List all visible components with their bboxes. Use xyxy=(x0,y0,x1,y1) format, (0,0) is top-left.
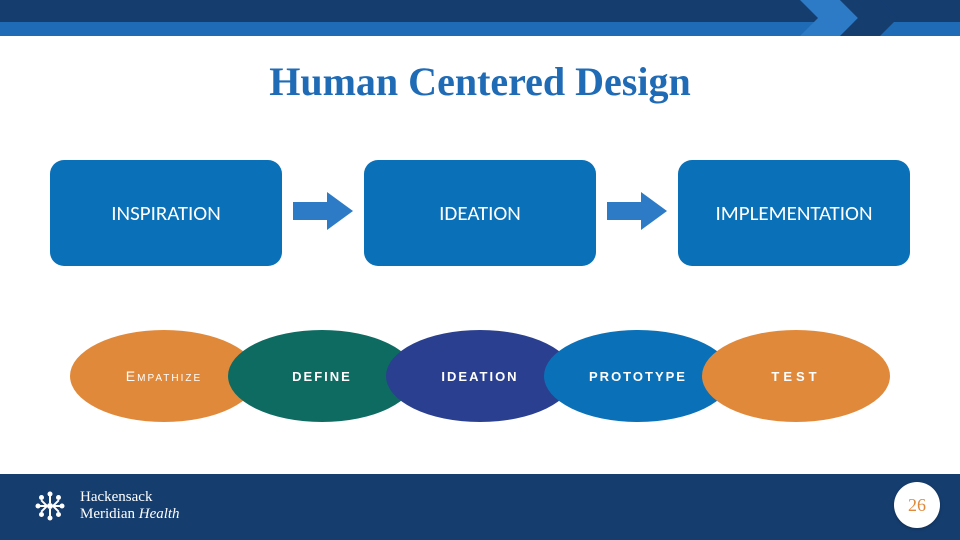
header-bar xyxy=(0,0,960,36)
process-row: INSPIRATION IDEATION IMPLEMENTATION xyxy=(50,160,910,266)
page-number: 26 xyxy=(908,495,926,516)
arrow-icon xyxy=(293,192,353,235)
footer-bar: Hackensack Meridian Health 26 xyxy=(0,474,960,540)
page-number-badge: 26 xyxy=(894,482,940,528)
logo-line1: Hackensack xyxy=(80,489,180,506)
process-box-inspiration: INSPIRATION xyxy=(50,160,282,266)
slide: Human Centered Design INSPIRATION IDEATI… xyxy=(0,0,960,540)
logo-icon xyxy=(30,486,70,526)
logo-line2: Meridian Health xyxy=(80,506,180,523)
chevron-icon xyxy=(800,0,910,36)
ellipse-row: Empathize DEFINE IDEATION PROTOTYPE TEST xyxy=(70,330,890,422)
arrow-icon xyxy=(607,192,667,235)
page-title: Human Centered Design xyxy=(0,58,960,105)
ellipse-test: TEST xyxy=(702,330,890,422)
header-chevrons xyxy=(800,0,910,41)
logo-text: Hackensack Meridian Health xyxy=(80,489,180,523)
process-box-implementation: IMPLEMENTATION xyxy=(678,160,910,266)
footer-logo: Hackensack Meridian Health xyxy=(30,486,180,526)
process-box-ideation: IDEATION xyxy=(364,160,596,266)
